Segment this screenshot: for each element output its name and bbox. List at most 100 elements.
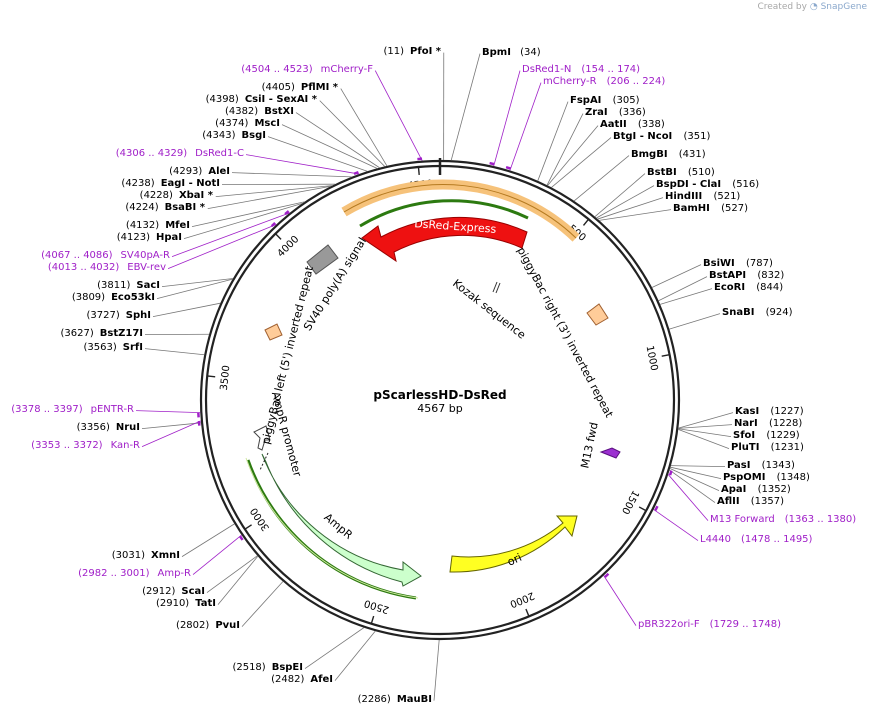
credit-brand: SnapGene — [820, 2, 867, 12]
primer-mark — [353, 171, 359, 175]
site-XmnI: (3031) XmnI — [112, 550, 180, 561]
site-XbaI: (4228) XbaI * — [140, 190, 214, 201]
feature-piggybac-right: piggyBac right (3') inverted repeat — [515, 245, 616, 420]
tick-2500 — [370, 615, 375, 624]
credit: Created by ◔ SnapGene — [757, 2, 867, 12]
primer-mCherry-F: (4504 .. 4523) mCherry-F — [241, 64, 373, 75]
leader-line — [603, 575, 637, 626]
tick-label-1500: 1500 — [619, 488, 641, 516]
site-BstBI: BstBI (510) — [647, 167, 715, 178]
leader-line — [245, 154, 360, 175]
site-PspOMI: PspOMI (1348) — [723, 472, 810, 483]
primer-SV40pA-R: (4067 .. 4086) SV40pA-R — [41, 250, 170, 261]
site-NarI: NarI (1228) — [734, 418, 802, 429]
site-PfoI: (11) PfoI * — [383, 46, 441, 57]
leader-line — [678, 412, 734, 429]
leader-line — [319, 100, 385, 167]
primer-Amp-R: (2982 .. 3001) Amp-R — [78, 568, 191, 579]
leader-line — [678, 429, 730, 449]
site-BmgBI: BmgBI (431) — [631, 149, 706, 160]
leader-line — [669, 469, 716, 503]
site-AflII: AflII (1357) — [717, 496, 784, 507]
primer-L4440: L4440 (1478 .. 1495) — [700, 534, 813, 545]
feature-ampr: AmpR — [245, 452, 422, 600]
leader-line — [537, 101, 569, 181]
site-BspEI: (2518) BspEI — [232, 662, 303, 673]
leader-line — [669, 313, 721, 330]
site-BstZ17I: (3627) BstZ17I — [60, 328, 143, 339]
sites-right: BpmI (34) FspAI (305) ZraI (336) AatII (… — [482, 47, 810, 507]
primer-mark — [284, 210, 290, 216]
site-TatI: (2910) TatI — [156, 598, 216, 609]
leader-line — [669, 468, 720, 491]
leader-line — [433, 639, 440, 701]
plasmid-name: pScarlessHD-DsRed — [373, 388, 506, 402]
leader-line — [670, 465, 726, 467]
leader-line — [340, 88, 388, 167]
site-BsaBI: (4224) BsaBI * — [125, 202, 205, 213]
leader-line — [141, 420, 202, 447]
feature-label-dsred: DsRed-Express — [414, 217, 497, 236]
tick-500 — [582, 218, 590, 226]
tick-1500 — [638, 506, 647, 512]
leader-line — [651, 264, 702, 288]
primer-mark — [270, 221, 276, 228]
site-MscI: (4374) MscI — [215, 118, 280, 129]
leader-line — [304, 627, 365, 669]
primer-pBR322ori-F: pBR322ori-F (1729 .. 1748) — [638, 619, 781, 630]
feature-label-kozak: Kozak sequence — [450, 277, 528, 342]
leader-line — [181, 523, 235, 557]
feature-kozak: Kozak sequence — [450, 277, 528, 342]
leader-line — [136, 410, 201, 414]
leader-line — [241, 581, 284, 627]
primer-mark — [668, 470, 673, 476]
leader-line — [156, 278, 233, 299]
leader-line — [192, 534, 242, 575]
site-KasI: KasI (1227) — [735, 406, 804, 417]
credit-prefix: Created by — [757, 2, 807, 12]
site-CsiI-SexAI: (4398) CsiI - SexAI * — [206, 94, 318, 105]
leader-line — [678, 428, 732, 437]
leader-line — [206, 555, 258, 593]
primer-mark — [238, 535, 244, 541]
site-SphI: (3727) SphI — [87, 310, 151, 321]
primer-DsRed1-C: (4306 .. 4329) DsRed1-C — [116, 148, 244, 159]
leader-line — [183, 203, 303, 239]
site-AfeI: (2482) AfeI — [271, 674, 333, 685]
sites-left: (11) PfoI * (4405) PflMI * (4398) CsiI - Se… — [60, 46, 441, 705]
leader-line — [171, 212, 291, 257]
leader-line — [141, 422, 202, 429]
site-NruI: (3356) NruI — [77, 422, 140, 433]
site-AleI: (4293) AleI — [169, 166, 230, 177]
tick-label-2000: 2000 — [508, 589, 536, 609]
leader-line — [167, 223, 277, 269]
site-MfeI: (4132) MfeI — [126, 220, 190, 231]
tick-label-2500: 2500 — [363, 597, 391, 615]
site-ScaI: (2912) ScaI — [142, 586, 205, 597]
leader-line — [231, 172, 352, 178]
leader-line — [144, 348, 205, 356]
primer-DsRed1-N: DsRed1-N (154 .. 174) — [522, 64, 640, 75]
primer-mCherry-R: mCherry-R (206 .. 224) — [543, 76, 665, 87]
leader-line — [551, 137, 612, 188]
leader-line — [653, 509, 699, 541]
site-EagI-NotI: (4238) EagI - NotI — [121, 178, 220, 189]
tick-label-1000: 1000 — [644, 345, 660, 372]
leader-line — [546, 113, 584, 186]
leader-line — [450, 53, 481, 161]
primer-pENTR-R: (3378 .. 3397) pENTR-R — [11, 404, 134, 415]
feature-dsred-express: DsRed-Express — [341, 179, 580, 263]
leader-line — [599, 209, 672, 221]
tick-label-3500: 3500 — [219, 365, 233, 391]
primer-mark — [489, 161, 495, 166]
site-BstXI: (4382) BstXI — [225, 106, 294, 117]
site-SacI: (3811) SacI — [97, 280, 160, 291]
site-FspAI: FspAI (305) — [570, 95, 640, 106]
feature-ori: ori — [449, 515, 578, 573]
tick-4000 — [274, 233, 282, 240]
site-MauBI: (2286) MauBI — [358, 694, 432, 705]
leader-line — [573, 155, 630, 202]
leader-line — [670, 466, 722, 479]
leader-line — [667, 474, 709, 521]
leader-line — [334, 630, 376, 681]
